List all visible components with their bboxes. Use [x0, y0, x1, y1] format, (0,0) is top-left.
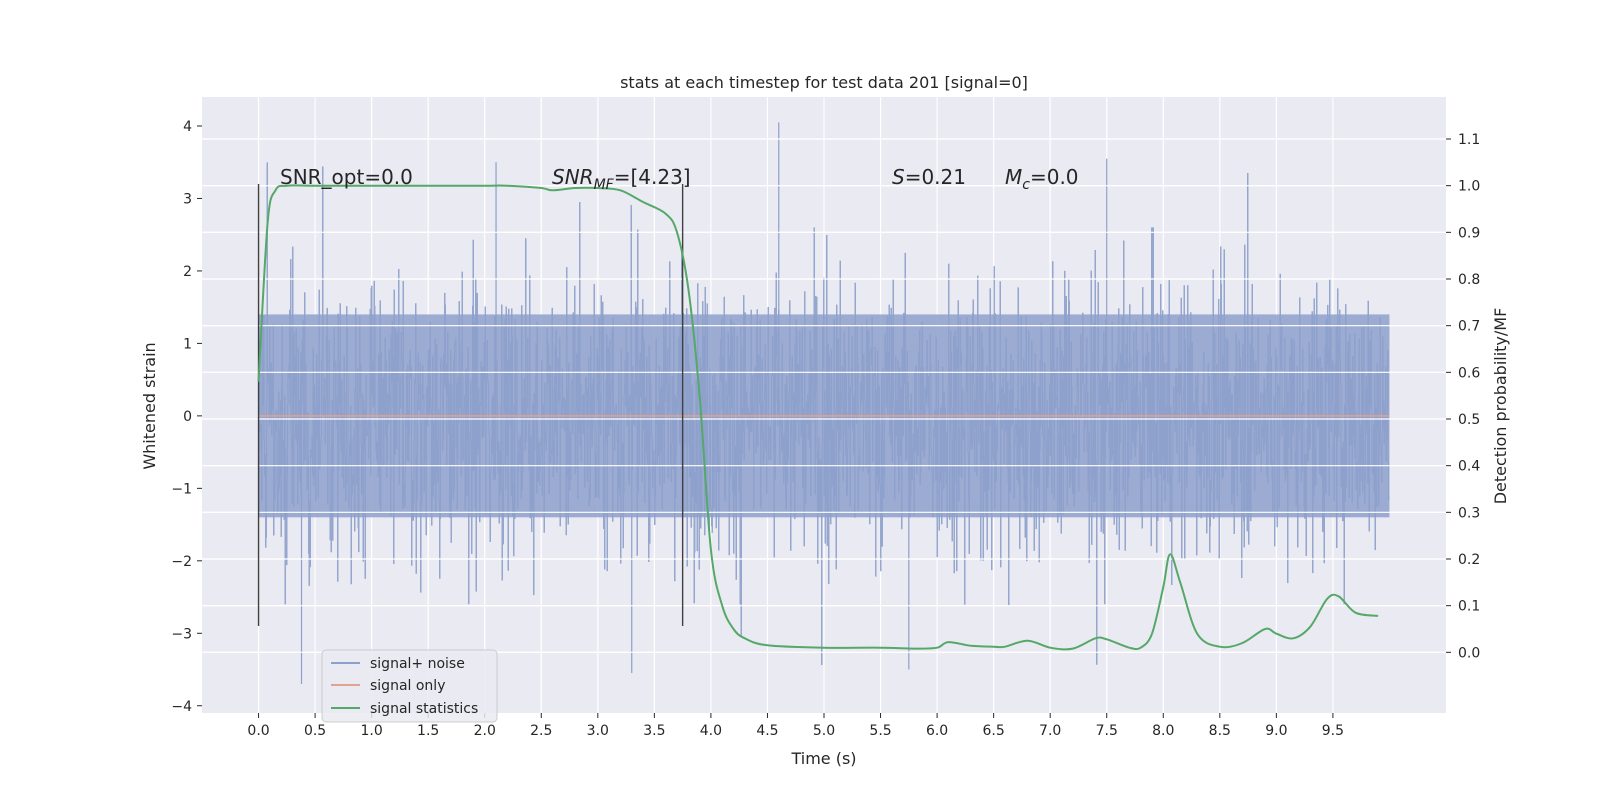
- y2-tick-label: 0.5: [1458, 412, 1480, 428]
- x-tick-label: 8.5: [1209, 723, 1231, 739]
- y-tick-label: 0: [183, 409, 192, 425]
- y-tick-label: 4: [183, 119, 192, 135]
- y2-tick-label: 0.2: [1458, 552, 1480, 568]
- series-signal-statistics-line: [257, 184, 1379, 651]
- legend: signal+ noise signal only signal statist…: [321, 649, 498, 723]
- x-tick-label: 9.5: [1322, 723, 1344, 739]
- annotation-snr-opt: SNR_opt=0.0: [280, 165, 413, 189]
- x-tick-label: 8.0: [1152, 723, 1174, 739]
- y2-tick-label: 0.6: [1458, 365, 1480, 381]
- y2-tick-label: 0.1: [1458, 599, 1480, 615]
- annotation-chirp-mass: Mc=0.0: [1005, 165, 1079, 193]
- y2-tick-label: 0.3: [1458, 505, 1480, 521]
- x-tick-label: 1.5: [417, 723, 439, 739]
- y-tick-label: −1: [171, 481, 192, 497]
- y-tick-label: −3: [171, 626, 192, 642]
- y-axis-ticks: 4 3 2 1 0 −1 −2 −3 −4: [171, 119, 202, 715]
- annotation-snr-mf: SNRMF=[4.23]: [552, 165, 691, 193]
- y-axis-label: Whitened strain: [140, 342, 159, 469]
- legend-label-signal-statistics: signal statistics: [370, 701, 478, 717]
- x-axis-ticks: 0.0 0.5 1.0 1.5 2.0 2.5 3.0 3.5 4.0 4.5 5.0 5.5 6.0 6…: [247, 713, 1344, 739]
- x-tick-label: 0.5: [304, 723, 326, 739]
- legend-label-signal-only: signal only: [370, 678, 445, 694]
- y-tick-label: 2: [183, 264, 192, 280]
- x-axis-label: Time (s): [790, 749, 856, 768]
- annotation-s-statistic: S=0.21: [892, 165, 966, 189]
- y2-tick-label: 1.0: [1458, 179, 1480, 195]
- legend-label-signal-noise: signal+ noise: [370, 656, 465, 672]
- x-tick-label: 0.0: [247, 723, 269, 739]
- x-tick-label: 4.0: [700, 723, 722, 739]
- x-tick-label: 4.5: [756, 723, 778, 739]
- y-tick-label: 1: [183, 336, 192, 352]
- x-tick-label: 2.0: [474, 723, 496, 739]
- x-tick-label: 7.5: [1096, 723, 1118, 739]
- x-tick-label: 7.0: [1039, 723, 1061, 739]
- x-tick-label: 3.5: [643, 723, 665, 739]
- x-tick-label: 5.0: [813, 723, 835, 739]
- right-y-axis-ticks: 1.1 1.0 0.9 0.8 0.7 0.6 0.5 0.4 0.3 0.2 0.1 0.0: [1446, 132, 1480, 661]
- x-tick-label: 6.0: [926, 723, 948, 739]
- y-tick-label: −2: [171, 554, 192, 570]
- x-tick-label: 5.5: [869, 723, 891, 739]
- y2-tick-label: 0.7: [1458, 319, 1480, 335]
- x-tick-label: 6.5: [983, 723, 1005, 739]
- legend-box: [321, 649, 498, 723]
- x-tick-label: 9.0: [1265, 723, 1287, 739]
- right-y-axis-label: Detection probability/MF: [1491, 308, 1510, 505]
- y-tick-label: −4: [171, 699, 192, 715]
- y2-tick-label: 0.0: [1458, 645, 1480, 661]
- y2-tick-label: 1.1: [1458, 132, 1480, 148]
- y2-tick-label: 0.8: [1458, 272, 1480, 288]
- x-tick-label: 3.0: [587, 723, 609, 739]
- y-tick-label: 3: [183, 191, 192, 207]
- x-tick-label: 1.0: [361, 723, 383, 739]
- y2-tick-label: 0.4: [1458, 459, 1480, 475]
- x-tick-label: 2.5: [530, 723, 552, 739]
- chart-title: stats at each timestep for test data 201…: [620, 73, 1028, 92]
- y2-tick-label: 0.9: [1458, 225, 1480, 241]
